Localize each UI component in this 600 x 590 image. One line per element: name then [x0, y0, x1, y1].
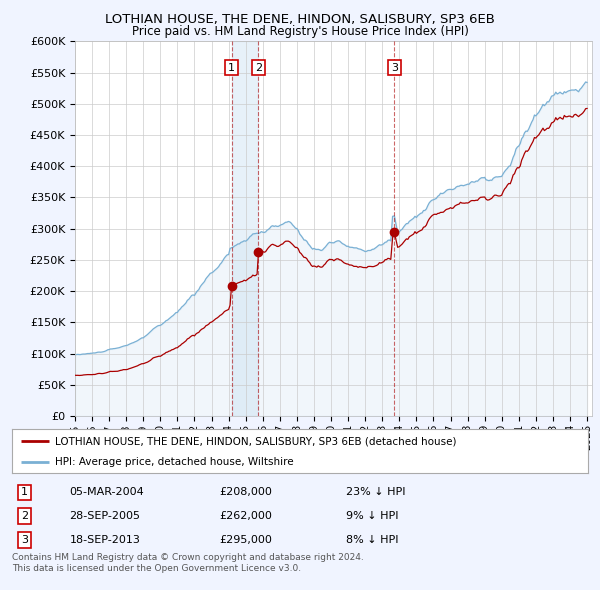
- Text: 3: 3: [391, 63, 398, 73]
- Text: 8% ↓ HPI: 8% ↓ HPI: [346, 535, 398, 545]
- Text: HPI: Average price, detached house, Wiltshire: HPI: Average price, detached house, Wilt…: [55, 457, 294, 467]
- Text: LOTHIAN HOUSE, THE DENE, HINDON, SALISBURY, SP3 6EB: LOTHIAN HOUSE, THE DENE, HINDON, SALISBU…: [105, 13, 495, 26]
- Text: £295,000: £295,000: [220, 535, 272, 545]
- Text: Price paid vs. HM Land Registry's House Price Index (HPI): Price paid vs. HM Land Registry's House …: [131, 25, 469, 38]
- Text: 1: 1: [228, 63, 235, 73]
- Text: £208,000: £208,000: [220, 487, 272, 497]
- Text: This data is licensed under the Open Government Licence v3.0.: This data is licensed under the Open Gov…: [12, 564, 301, 573]
- Text: 2: 2: [255, 63, 262, 73]
- Text: LOTHIAN HOUSE, THE DENE, HINDON, SALISBURY, SP3 6EB (detached house): LOTHIAN HOUSE, THE DENE, HINDON, SALISBU…: [55, 437, 457, 446]
- Text: Contains HM Land Registry data © Crown copyright and database right 2024.: Contains HM Land Registry data © Crown c…: [12, 553, 364, 562]
- Text: 18-SEP-2013: 18-SEP-2013: [70, 535, 140, 545]
- Bar: [232, 41, 259, 416]
- Text: 05-MAR-2004: 05-MAR-2004: [70, 487, 145, 497]
- Text: 28-SEP-2005: 28-SEP-2005: [70, 511, 140, 521]
- Text: 2: 2: [21, 511, 28, 521]
- Text: 9% ↓ HPI: 9% ↓ HPI: [346, 511, 398, 521]
- Text: 3: 3: [21, 535, 28, 545]
- Text: 1: 1: [21, 487, 28, 497]
- Text: 23% ↓ HPI: 23% ↓ HPI: [346, 487, 406, 497]
- Text: £262,000: £262,000: [220, 511, 272, 521]
